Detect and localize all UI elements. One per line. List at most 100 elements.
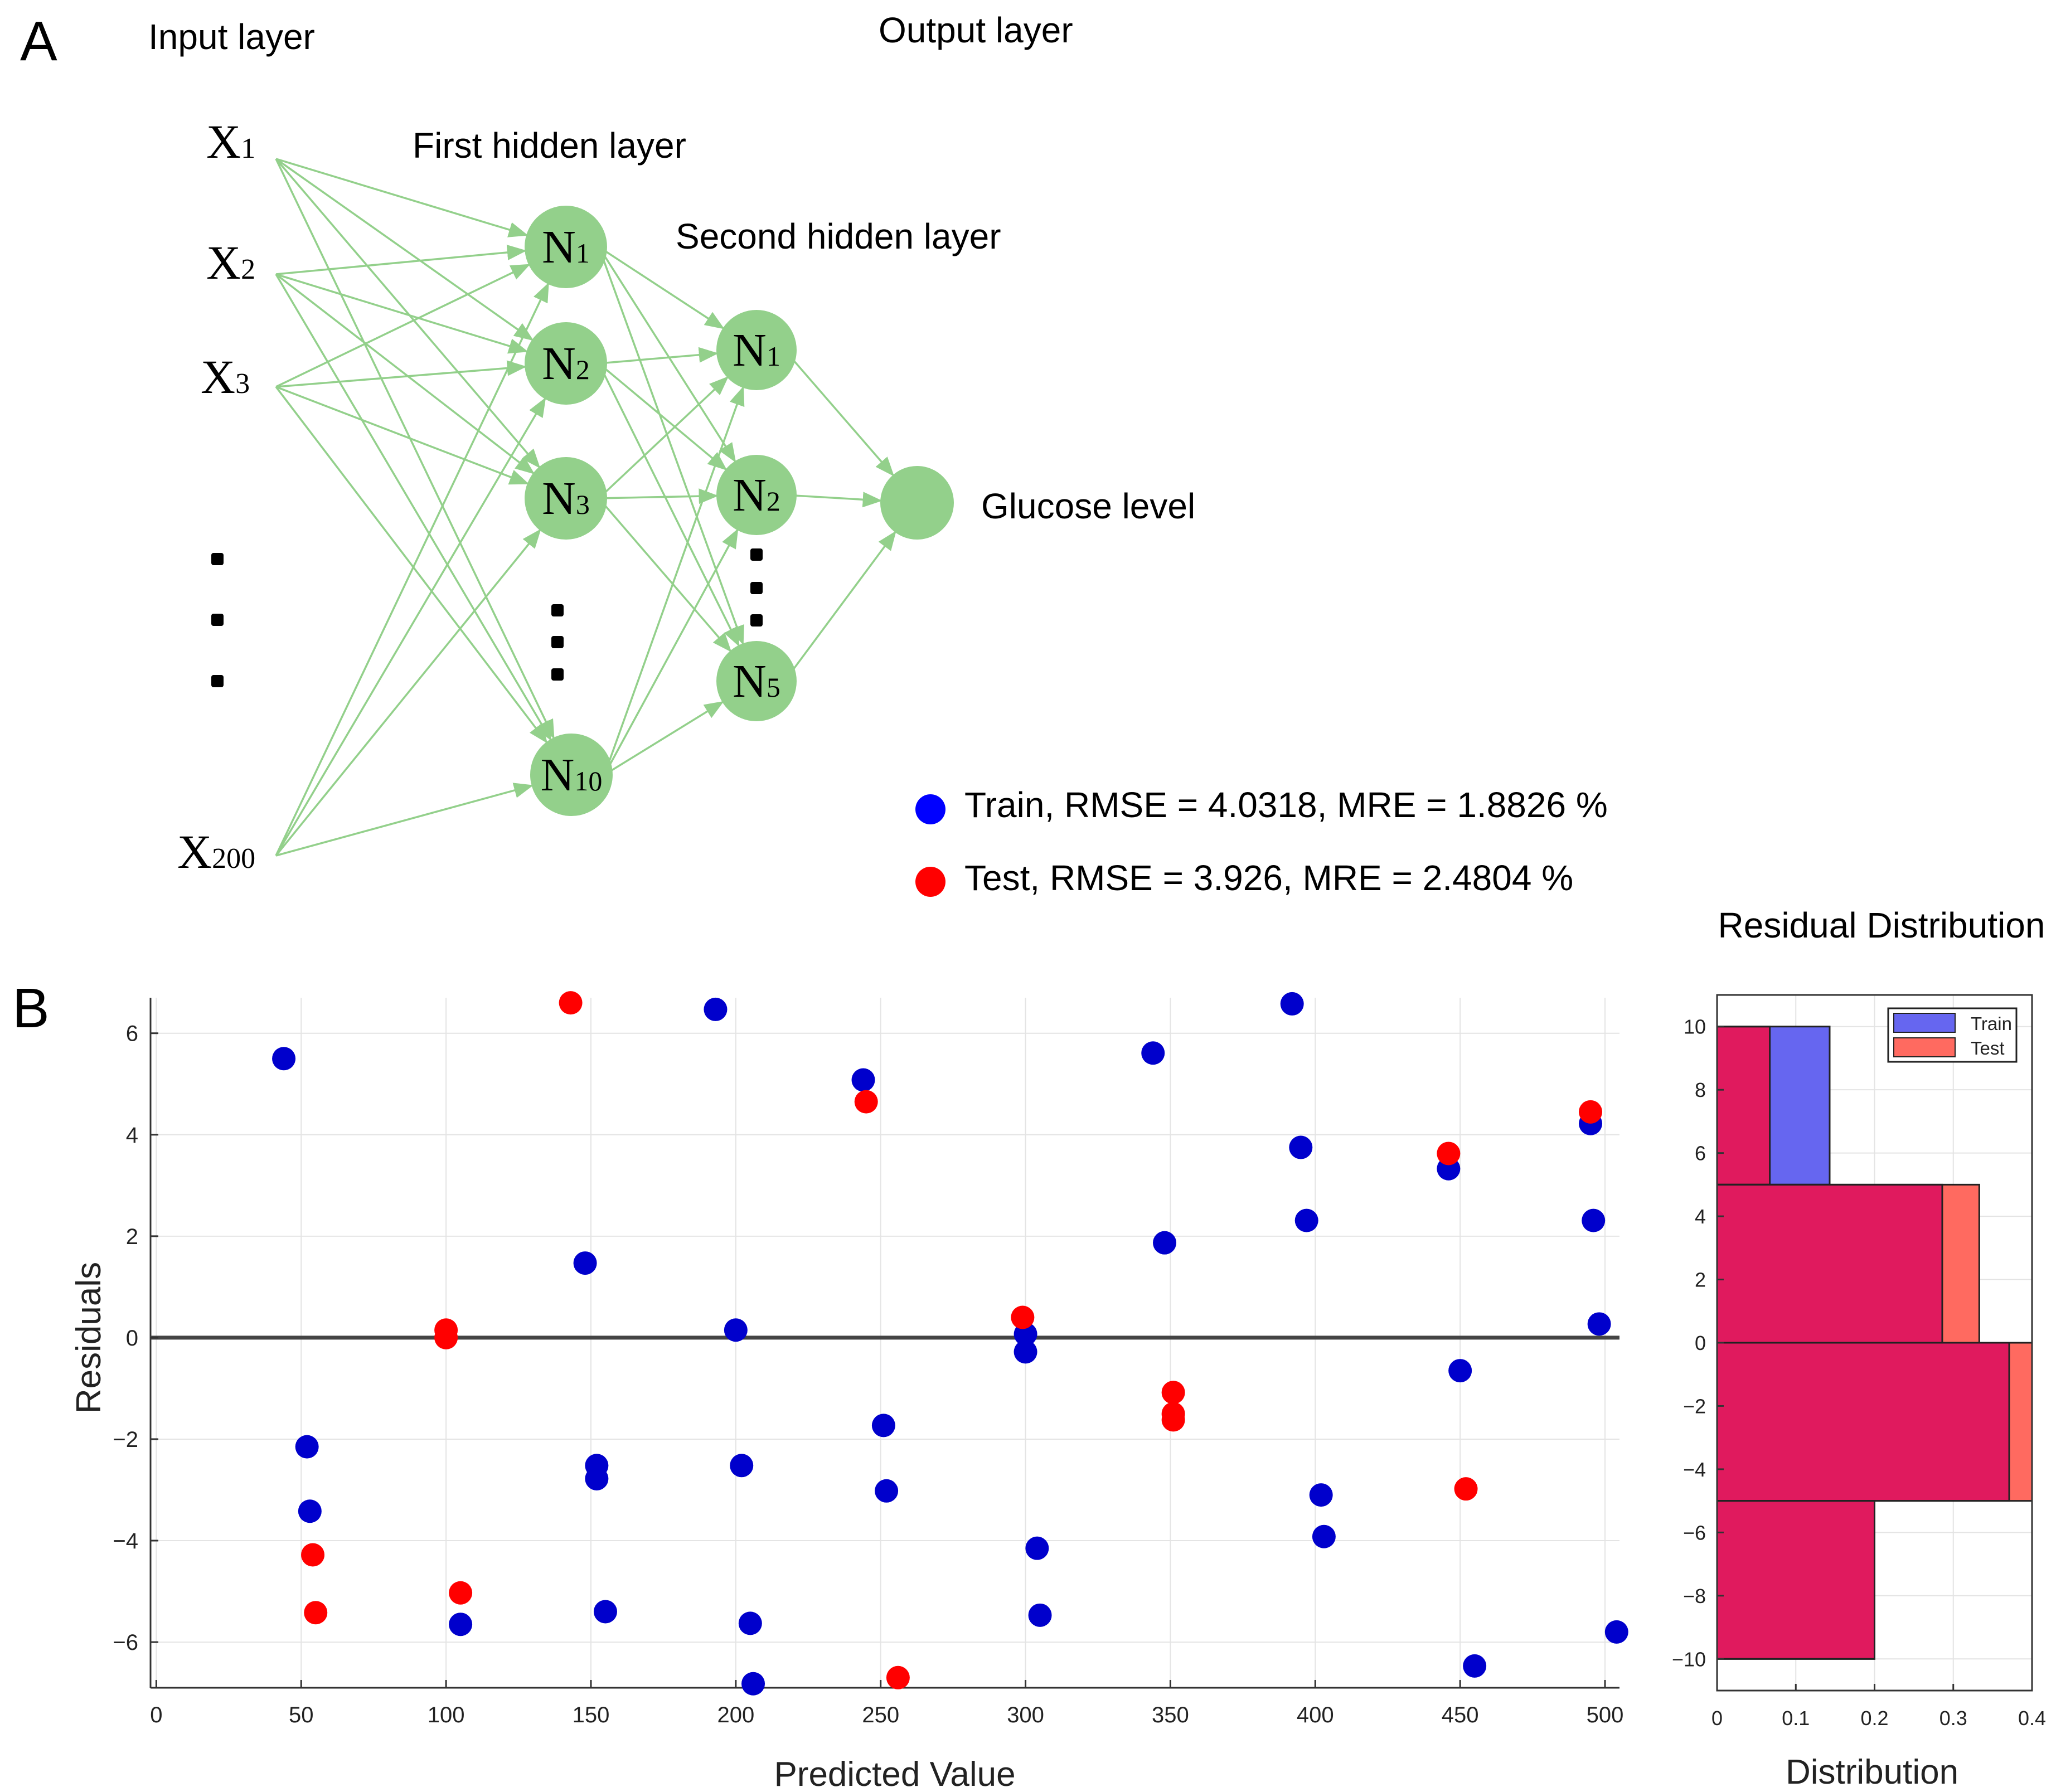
edge-x1-n1: [275, 273, 528, 354]
legend-label-train: Train, RMSE = 4.0318, MRE = 1.8826 %: [964, 785, 1608, 825]
edge-x0-n1: [275, 158, 534, 341]
input-label-3-base: X: [177, 825, 212, 878]
scatter-x-tick-label: 400: [1297, 1703, 1334, 1727]
scatter-point-train: [1587, 1312, 1611, 1336]
input-label-2: X3: [201, 350, 250, 404]
input-label-3: X200: [177, 825, 255, 878]
scatter-x-tick-label: 200: [717, 1703, 754, 1727]
edge-h1-1-h2-0: [599, 347, 719, 365]
input-label-2-base: X: [201, 350, 235, 404]
scatter-x-tick-label: 150: [573, 1703, 610, 1727]
scatter-point-train: [1463, 1654, 1487, 1678]
scatter-y-tick-label: −4: [113, 1529, 138, 1553]
residual-scatter-plot: 0 50 100 150 200 250 300 350 400 450 500 −6 −4 −2 0 2 4 6…: [70, 991, 1628, 1792]
scatter-point-test: [1011, 1305, 1035, 1329]
hidden2-label-2-subscript: 5: [767, 672, 780, 703]
ellipsis-dots: [211, 548, 763, 687]
scatter-y-tick-label: 4: [126, 1123, 138, 1148]
edge-x0-n3: [275, 158, 555, 740]
scatter-point-train: [1294, 1208, 1318, 1232]
edge-h1-0-h2-1: [598, 246, 736, 463]
scatter-x-tick-label: 50: [289, 1703, 314, 1727]
histogram-tick-labels: 0 0.1 0.2 0.3 0.4 −10 −8 −6 −4 −2 0 2 4 6 8 10: [1672, 1016, 2046, 1730]
hidden1-ellipsis-dot-1: [551, 636, 564, 648]
edge-x2-n3: [275, 386, 548, 744]
hidden2-label-2: N5: [733, 655, 780, 707]
histogram-y-tick-label: 0: [1695, 1332, 1706, 1354]
histogram-bar-overlap: [1717, 1026, 1770, 1185]
legend-marker-train: [915, 794, 945, 824]
scatter-point-train: [1028, 1603, 1052, 1627]
edge-h1-0-h2-0: [598, 246, 725, 329]
hidden2-label-0-base: N: [733, 324, 767, 376]
scatter-point-test: [1161, 1381, 1185, 1405]
scatter-x-tick-label: 100: [428, 1703, 465, 1727]
scatter-point-train: [295, 1435, 319, 1459]
scatter-point-train: [1280, 992, 1304, 1016]
histogram-bar-test: [1942, 1184, 1980, 1343]
histogram-bar-train: [1769, 1026, 1830, 1185]
scatter-point-test: [301, 1543, 325, 1567]
histogram-legend-swatch-test: [1893, 1037, 1956, 1057]
scatter-point-train: [1448, 1359, 1472, 1383]
input-ellipsis-dot-0: [211, 553, 224, 565]
hidden2-ellipsis-dot-1: [750, 582, 763, 594]
edge-h1-3-h2-1: [603, 528, 739, 775]
hidden1-node-1: [525, 322, 607, 405]
hidden2-label-1-subscript: 2: [767, 485, 780, 517]
hidden1-label-3-subscript: 10: [574, 765, 602, 797]
histogram-bar-test: [2009, 1343, 2032, 1501]
scatter-grid: [151, 998, 1619, 1688]
network-connections: [275, 158, 896, 857]
histogram-legend: Train Test: [1887, 1007, 2018, 1063]
input-label-2-subscript: 3: [235, 368, 250, 400]
hidden2-label-1: N2: [733, 469, 780, 521]
hidden1-label-0-subscript: 1: [576, 237, 590, 269]
input-layer-label: Input layer: [148, 17, 315, 57]
histogram-x-tick-label: 0.3: [1939, 1707, 1967, 1730]
hidden2-ellipsis-dot-0: [750, 548, 763, 561]
edge-h1-2-h2-2: [598, 497, 732, 653]
hidden1-label-0-base: N: [542, 221, 576, 273]
panel-a-label: A: [20, 10, 57, 72]
scatter-point-train: [449, 1613, 473, 1636]
histogram-x-tick-label: 0.1: [1782, 1707, 1810, 1730]
scatter-point-test: [434, 1325, 458, 1349]
scatter-point-train: [1025, 1536, 1049, 1560]
input-label-1: X2: [206, 236, 255, 289]
scatter-y-tick-label: 6: [126, 1022, 138, 1046]
scatter-y-tick-label: −2: [113, 1427, 138, 1452]
edge-h2-2-out: [783, 531, 896, 682]
edge-h1-3-h2-2: [604, 701, 724, 776]
hidden2-label-2-base: N: [733, 655, 767, 707]
hidden1-label-2: N3: [542, 473, 590, 525]
hidden1-label-0: N1: [542, 221, 590, 273]
scatter-point-train: [298, 1499, 322, 1523]
scatter-point-train: [730, 1454, 754, 1478]
scatter-point-test: [559, 991, 583, 1015]
scatter-point-test: [1579, 1100, 1603, 1124]
histogram-legend-swatch-train: [1893, 1013, 1956, 1033]
hidden1-label-2-base: N: [542, 473, 576, 525]
scatter-tick-labels: 0 50 100 150 200 250 300 350 400 450 500 −6 −4 −2 0 2 4 6: [113, 1022, 1623, 1727]
edge-h1-2-h2-1: [599, 488, 719, 504]
histogram-y-tick-label: −2: [1683, 1395, 1706, 1417]
input-label-3-subscript: 200: [212, 843, 255, 875]
histogram-legend-label-train: Train: [1971, 1013, 2012, 1034]
hidden1-label-1: N2: [542, 338, 590, 390]
edge-x3-n1: [275, 397, 546, 856]
first-hidden-layer-label: First hidden layer: [413, 125, 686, 166]
legend-label-test: Test, RMSE = 3.926, MRE = 2.4804 %: [964, 858, 1573, 898]
edge-h2-0-out: [784, 349, 895, 477]
scatter-point-train: [573, 1251, 597, 1275]
hidden2-label-1-base: N: [733, 469, 767, 521]
scatter-y-axis-label: Residuals: [70, 1262, 108, 1414]
scatter-x-tick-label: 300: [1007, 1703, 1044, 1727]
scatter-points: [272, 991, 1628, 1696]
histogram-legend-label-test: Test: [1971, 1038, 2005, 1058]
histogram-y-tick-label: −4: [1683, 1458, 1706, 1481]
scatter-point-test: [449, 1581, 473, 1605]
hidden1-node-0: [525, 206, 607, 288]
